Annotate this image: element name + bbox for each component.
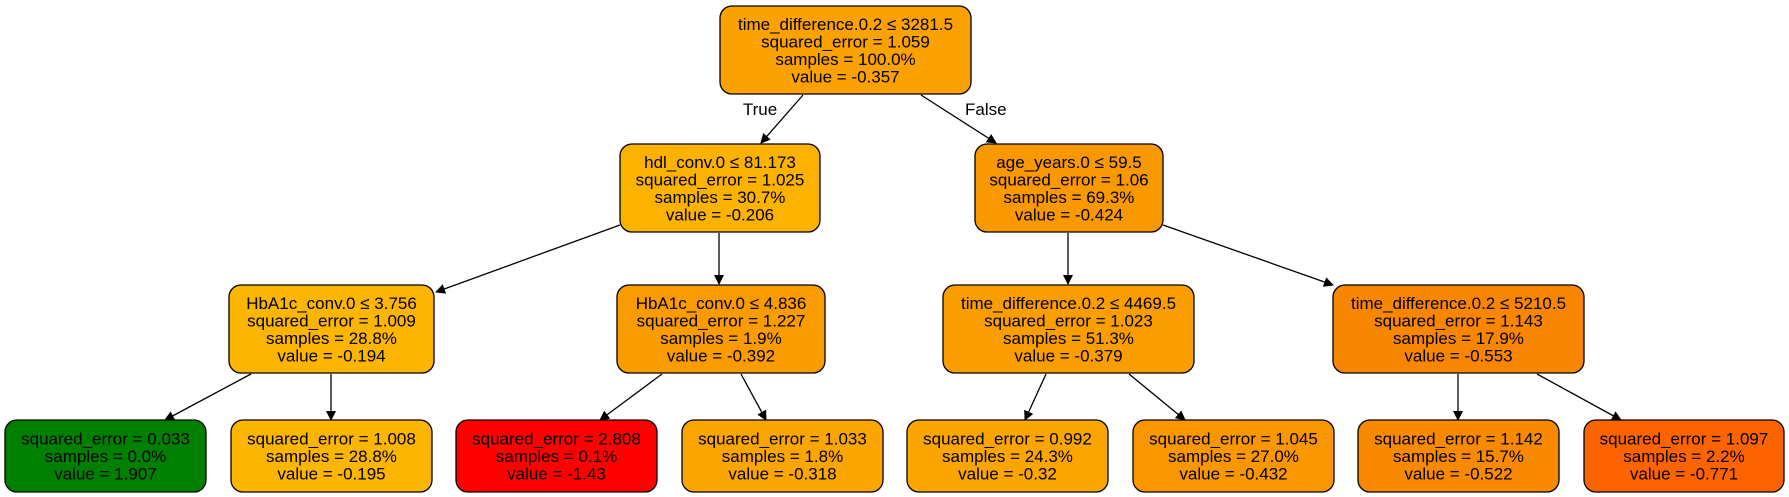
node-squared-error: squared_error = 1.06 (989, 170, 1148, 189)
node-value: value = -0.522 (1404, 465, 1512, 484)
node-samples: samples = 0.0% (45, 447, 166, 466)
node-value: value = -0.392 (667, 346, 775, 365)
node-box (719, 5, 972, 95)
node-value: value = -0.195 (277, 465, 385, 484)
node-split-condition: HbA1c_conv.0 ≤ 3.756 (246, 294, 417, 313)
node-samples: samples = 30.7% (655, 188, 786, 207)
edge-n6-n14 (1536, 373, 1622, 421)
node-samples: samples = 2.2% (1623, 447, 1744, 466)
node-box (619, 143, 821, 233)
node-samples: samples = 69.3% (1004, 188, 1135, 207)
node-samples: samples = 27.0% (1168, 447, 1299, 466)
node-split-condition: hdl_conv.0 ≤ 81.173 (644, 153, 796, 172)
node-squared-error: squared_error = 1.227 (637, 311, 806, 330)
node-samples: samples = 28.8% (266, 447, 397, 466)
node-split-condition: time_difference.0.2 ≤ 5210.5 (1351, 294, 1566, 313)
edge-label-true: True (743, 100, 777, 119)
node-squared-error: squared_error = 1.059 (761, 32, 930, 51)
node-samples: samples = 17.9% (1393, 329, 1524, 348)
node-box (455, 419, 658, 493)
node-split-condition: HbA1c_conv.0 ≤ 4.836 (636, 294, 807, 313)
node-squared-error: squared_error = 1.008 (247, 430, 416, 449)
node-value: value = -0.379 (1014, 346, 1122, 365)
split-node: time_difference.0.2 ≤ 3281.5squared_erro… (719, 5, 972, 95)
node-samples: samples = 1.9% (660, 329, 781, 348)
node-split-condition: time_difference.0.2 ≤ 4469.5 (961, 294, 1176, 313)
node-value: value = 1.907 (54, 465, 157, 484)
edge-n5-n11 (1024, 373, 1047, 421)
node-box (942, 284, 1195, 374)
edge-n5-n12 (1128, 373, 1186, 421)
node-box (4, 419, 207, 493)
node-value: value = -0.553 (1404, 346, 1512, 365)
node-samples: samples = 0.1% (496, 447, 617, 466)
edge-n3-n7 (164, 373, 252, 421)
node-squared-error: squared_error = 0.992 (923, 430, 1092, 449)
node-squared-error: squared_error = 1.097 (1600, 430, 1769, 449)
node-squared-error: squared_error = 1.009 (247, 311, 416, 330)
node-box (230, 419, 433, 493)
edge-n0-n1 (760, 94, 804, 144)
node-value: value = -0.318 (728, 465, 836, 484)
edge-n4-n9 (599, 373, 663, 421)
split-node: time_difference.0.2 ≤ 5210.5squared_erro… (1332, 284, 1585, 374)
node-squared-error: squared_error = 1.142 (1374, 430, 1543, 449)
node-samples: samples = 24.3% (942, 447, 1073, 466)
node-box (616, 284, 826, 374)
node-split-condition: age_years.0 ≤ 59.5 (996, 153, 1141, 172)
node-value: value = -0.194 (277, 346, 385, 365)
edge-n2-n6 (1162, 224, 1334, 287)
node-samples: samples = 28.8% (266, 329, 397, 348)
node-samples: samples = 15.7% (1393, 447, 1524, 466)
node-value: value = -0.432 (1179, 465, 1287, 484)
node-squared-error: squared_error = 1.025 (636, 170, 805, 189)
node-squared-error: squared_error = 1.143 (1374, 311, 1543, 330)
edge-n0-n2 (920, 94, 997, 144)
node-squared-error: squared_error = 1.045 (1149, 430, 1318, 449)
node-value: value = -0.357 (791, 67, 899, 86)
edge-label-false: False (965, 100, 1007, 119)
node-value: value = -0.771 (1630, 465, 1738, 484)
node-value: value = -0.424 (1015, 205, 1123, 224)
split-node: time_difference.0.2 ≤ 4469.5squared_erro… (942, 284, 1195, 374)
node-squared-error: squared_error = 1.033 (698, 430, 867, 449)
edge-layer: True False (164, 94, 1622, 421)
node-box (228, 284, 435, 374)
node-box (1583, 419, 1785, 493)
node-box (1332, 284, 1585, 374)
node-samples: samples = 1.8% (722, 447, 843, 466)
node-box (906, 419, 1109, 493)
edge-n1-n3 (435, 224, 621, 294)
node-box (974, 143, 1164, 233)
edge-n4-n10 (740, 373, 767, 421)
node-squared-error: squared_error = 1.023 (984, 311, 1153, 330)
node-samples: samples = 100.0% (775, 50, 915, 69)
node-layer: time_difference.0.2 ≤ 3281.5squared_erro… (4, 5, 1785, 493)
node-squared-error: squared_error = 0.033 (21, 430, 190, 449)
node-box (681, 419, 884, 493)
node-squared-error: squared_error = 2.808 (472, 430, 641, 449)
node-value: value = -0.206 (666, 205, 774, 224)
node-box (1357, 419, 1560, 493)
node-value: value = -1.43 (507, 465, 606, 484)
node-value: value = -0.32 (958, 465, 1057, 484)
node-samples: samples = 51.3% (1003, 329, 1134, 348)
node-split-condition: time_difference.0.2 ≤ 3281.5 (738, 15, 953, 34)
node-box (1132, 419, 1335, 493)
